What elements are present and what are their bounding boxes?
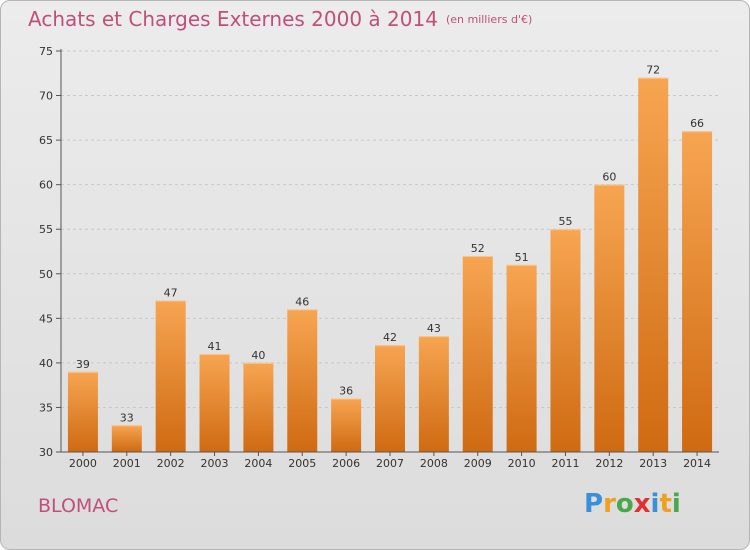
y-tick-label: 50 (39, 268, 53, 281)
x-tick-label: 2011 (551, 457, 579, 470)
data-label: 47 (164, 287, 178, 300)
logo-letter: r (603, 489, 616, 519)
axis-layer: 30 35 40 45 50 55 60 65 70 75 2000 2001 2002 2003 2004… (39, 45, 719, 470)
x-tick-label: 2012 (595, 457, 623, 470)
logo-letter: t (659, 489, 672, 519)
data-label: 60 (602, 171, 616, 184)
x-tick-label: 2013 (639, 457, 667, 470)
bar (199, 353, 230, 452)
x-tick-label: 2001 (113, 457, 141, 470)
data-label: 39 (76, 358, 90, 371)
x-tick-label: 2000 (69, 457, 97, 470)
bar (243, 362, 274, 452)
bar (506, 264, 537, 452)
bars-layer: 39 33 47 41 40 46 36 42 43 52 51 55 60 72 66 (67, 64, 713, 452)
data-label: 43 (427, 322, 441, 335)
bar (682, 131, 713, 452)
x-tick-label: 2010 (508, 457, 536, 470)
data-label: 46 (295, 295, 309, 308)
data-label: 40 (251, 349, 265, 362)
bar (111, 425, 142, 452)
x-tick-label: 2007 (376, 457, 404, 470)
y-tick-label: 70 (39, 90, 53, 103)
bar (462, 255, 493, 452)
data-label: 36 (339, 385, 353, 398)
y-tick-label: 60 (39, 179, 53, 192)
data-label: 66 (690, 117, 704, 130)
logo-letter: P (584, 489, 604, 519)
y-tick-label: 40 (39, 357, 53, 370)
data-label: 55 (558, 215, 572, 228)
bar (287, 309, 318, 452)
y-tick-label: 75 (39, 45, 53, 58)
bar (331, 398, 362, 452)
unit-label: (en milliers d'€) (445, 13, 533, 26)
x-tick-label: 2003 (201, 457, 229, 470)
bar (155, 300, 186, 452)
x-tick-label: 2008 (420, 457, 448, 470)
x-tick-label: 2009 (464, 457, 492, 470)
y-tick-label: 35 (39, 401, 53, 414)
data-label: 72 (646, 64, 660, 77)
y-tick-label: 45 (39, 312, 53, 325)
logo-letter: i (650, 489, 660, 519)
data-label: 51 (515, 251, 529, 264)
proxiti-logo: Proxiti (584, 489, 681, 519)
bar (418, 336, 449, 452)
logo-letter: o (615, 489, 634, 519)
bar (67, 371, 98, 452)
x-tick-label: 2006 (332, 457, 360, 470)
bar (375, 345, 405, 452)
data-label: 33 (120, 411, 134, 424)
bar (638, 77, 669, 452)
bar (550, 229, 581, 452)
data-label: 52 (471, 242, 485, 255)
chart-title: Achats et Charges Externes 2000 à 2014 (e… (28, 7, 532, 31)
x-tick-label: 2004 (244, 457, 272, 470)
bar (594, 184, 625, 452)
y-tick-label: 65 (39, 134, 53, 147)
city-name: BLOMAC (38, 495, 119, 517)
x-tick-label: 2005 (288, 457, 316, 470)
data-label: 41 (208, 340, 222, 353)
x-tick-label: 2002 (157, 457, 185, 470)
y-tick-label: 30 (39, 446, 53, 459)
logo-letter: i (671, 489, 681, 519)
title-text: Achats et Charges Externes 2000 à 2014 (28, 7, 438, 31)
logo-letter: x (633, 489, 651, 519)
data-label: 42 (383, 331, 397, 344)
y-tick-label: 55 (39, 223, 53, 236)
x-tick-label: 2014 (683, 457, 711, 470)
